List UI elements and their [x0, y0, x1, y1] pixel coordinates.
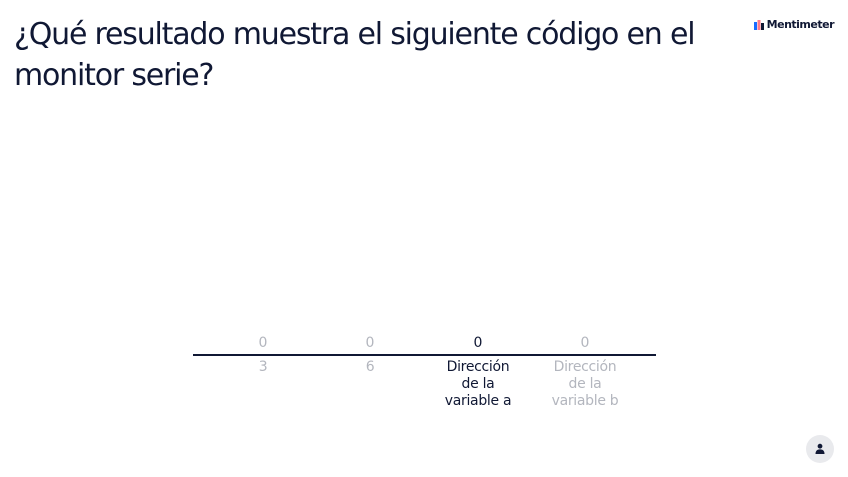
bar-label-line: Dirección	[553, 359, 617, 375]
bar-label-line: de la	[568, 376, 602, 392]
bar-column-4: 0 Dirección de la variable b	[540, 330, 630, 410]
bar-label-line: variable b	[551, 393, 619, 409]
bar-label-line: variable a	[444, 393, 512, 409]
bar-label: 6	[325, 359, 415, 376]
chart-baseline	[193, 354, 656, 356]
bar-column-2: 0 6	[325, 330, 415, 376]
mentimeter-logo: Mentimeter	[753, 18, 835, 31]
bar-label-line: Dirección	[446, 359, 510, 375]
bar-value: 0	[365, 335, 375, 351]
bar-value: 0	[258, 335, 268, 351]
bar-label-line: 3	[258, 359, 268, 375]
results-chart: 0 3 0 6 0 Dirección de la variable a 0 D…	[193, 330, 656, 430]
user-icon	[815, 443, 825, 454]
bar-label-line: 6	[365, 359, 375, 375]
bar-column-3: 0 Dirección de la variable a	[433, 330, 523, 410]
question-title: ¿Qué resultado muestra el siguiente códi…	[14, 17, 696, 93]
bar-label: Dirección de la variable b	[540, 359, 630, 410]
logo-text: Mentimeter	[766, 18, 835, 31]
bar-value: 0	[580, 335, 590, 351]
participant-button[interactable]	[806, 435, 834, 463]
bar-column-1: 0 3	[218, 330, 308, 376]
mentimeter-logo-icon	[753, 19, 764, 30]
bar-label: 3	[218, 359, 308, 376]
bar-value: 0	[473, 335, 483, 351]
bar-label-line: de la	[461, 376, 495, 392]
bar-label: Dirección de la variable a	[433, 359, 523, 410]
